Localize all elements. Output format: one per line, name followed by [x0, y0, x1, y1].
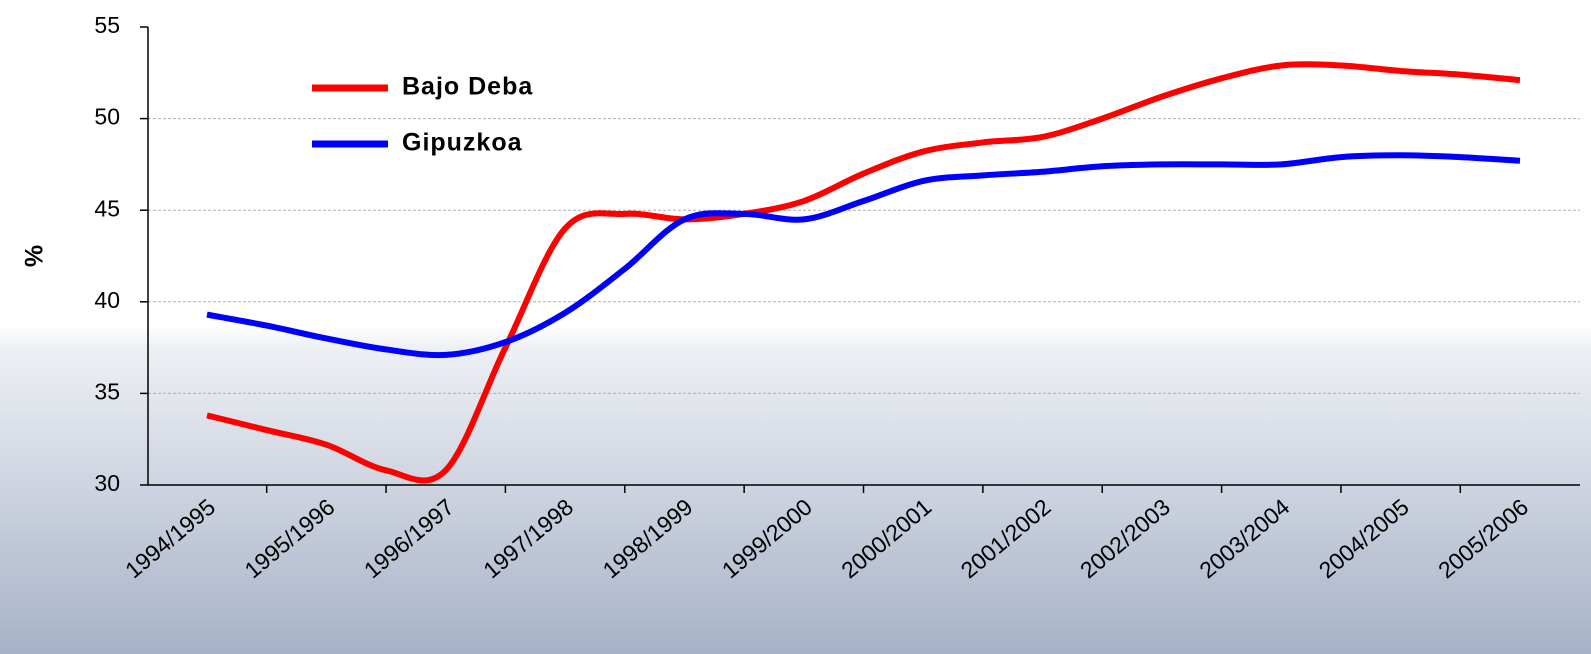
series-line	[206, 152, 1521, 359]
legend-label: Gipuzkoa	[402, 129, 523, 157]
y-tick-label: 35	[94, 378, 120, 404]
legend-label: Bajo Deba	[402, 73, 533, 101]
y-tick-label: 30	[94, 470, 120, 496]
y-tick-label: 50	[94, 104, 120, 130]
y-tick-label: 40	[94, 287, 120, 313]
y-axis-label: %	[21, 245, 49, 267]
y-tick-label: 45	[94, 195, 120, 221]
series-line	[206, 61, 1521, 484]
y-tick-label: 55	[94, 12, 120, 38]
